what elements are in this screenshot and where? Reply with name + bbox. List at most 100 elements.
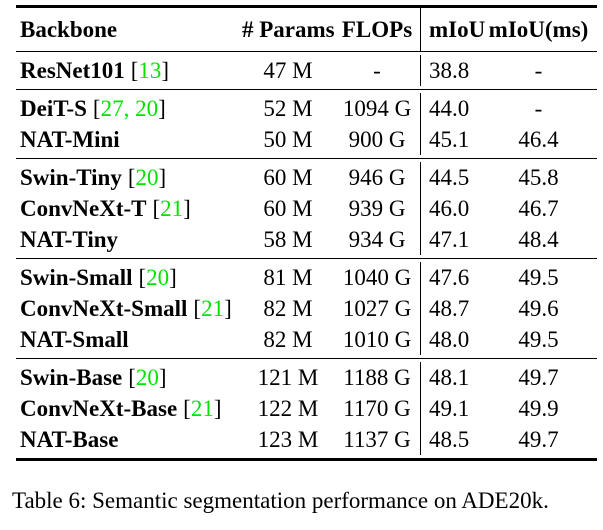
citation-link[interactable]: 20 (135, 365, 159, 390)
backbone-cell: NAT-Tiny (16, 224, 242, 255)
backbone-cell: NAT-Small (16, 324, 242, 355)
citation-link[interactable]: 21 (201, 296, 225, 321)
backbone-cell: Swin-Base [20] (16, 362, 242, 393)
flops-cell: 900 G (348, 127, 406, 152)
table-group: Swin-Base [20] 121 M 1188 G 48.1 49.7 Con… (16, 359, 597, 458)
cite-bracket-open: [ (138, 265, 147, 290)
cite-bracket-open: [ (127, 165, 136, 190)
table-row: DeiT-S [27, 20] 52 M 1094 G 44.0 - (16, 93, 597, 124)
backbone-cell: ResNet101 [13] (16, 55, 242, 86)
backbone-name: NAT-Mini (20, 127, 120, 152)
backbone-name: ConvNeXt-Small (20, 296, 188, 321)
miou-cell: 48.7 (420, 293, 480, 324)
backbone-name: NAT-Base (20, 427, 119, 452)
backbone-name: DeiT-S (20, 96, 87, 121)
params-cell: 50 M (263, 127, 313, 152)
miou-ms-cell: 46.7 (518, 196, 559, 221)
miou-ms-cell: 49.7 (518, 427, 559, 452)
citation-link[interactable]: 20 (146, 265, 170, 290)
params-cell: 81 M (263, 265, 313, 290)
backbone-name: ResNet101 (20, 58, 125, 83)
miou-cell: 47.1 (420, 224, 480, 255)
backbone-cell: ConvNeXt-Base [21] (16, 393, 242, 424)
miou-cell: 44.0 (420, 93, 480, 124)
backbone-name: ConvNeXt-Base (20, 396, 178, 421)
miou-ms-cell: - (534, 58, 543, 83)
cite-bracket-close: ] (158, 365, 167, 390)
results-table: Backbone # Params FLOPs mIoU mIoU(ms) Re… (16, 5, 597, 461)
table-row: NAT-Small 82 M 1010 G 48.0 49.5 (16, 324, 597, 355)
flops-cell: 1040 G (342, 265, 412, 290)
table-row: ConvNeXt-Base [21] 122 M 1170 G 49.1 49.9 (16, 393, 597, 424)
table-row: Swin-Small [20] 81 M 1040 G 47.6 49.5 (16, 262, 597, 293)
flops-cell: 1188 G (343, 365, 411, 390)
params-cell: 58 M (263, 227, 313, 252)
miou-ms-cell: 49.5 (518, 265, 559, 290)
cite-bracket-close: ] (158, 96, 166, 121)
header-miou-ms: mIoU(ms) (488, 17, 589, 42)
flops-cell: - (373, 58, 381, 83)
miou-cell: 49.1 (420, 393, 480, 424)
cite-bracket-close: ] (158, 165, 167, 190)
miou-cell: 47.6 (420, 262, 480, 293)
table-row: Swin-Base [20] 121 M 1188 G 48.1 49.7 (16, 362, 597, 393)
params-cell: 52 M (263, 96, 313, 121)
cite-bracket-close: ] (183, 196, 191, 221)
cite-bracket-open: [ (130, 58, 139, 83)
params-cell: 60 M (263, 196, 313, 221)
backbone-cell: ConvNeXt-Small [21] (16, 293, 242, 324)
table-caption: Table 6: Semantic segmentation performan… (12, 488, 549, 513)
miou-ms-cell: 48.4 (518, 227, 559, 252)
citation-link[interactable]: 21 (190, 396, 214, 421)
header-backbone: Backbone (20, 17, 118, 42)
backbone-cell: Swin-Tiny [20] (16, 162, 242, 193)
backbone-cell: DeiT-S [27, 20] (16, 93, 242, 124)
backbone-cell: NAT-Base (16, 424, 242, 455)
cite-bracket-open: [ (183, 396, 191, 421)
cite-bracket-close: ] (213, 396, 222, 421)
miou-ms-cell: 49.9 (518, 396, 559, 421)
cite-bracket-open: [ (92, 96, 101, 121)
cite-bracket-open: [ (128, 365, 136, 390)
header-flops: FLOPs (341, 17, 413, 42)
miou-ms-cell: 49.5 (518, 327, 559, 352)
miou-cell: 48.0 (420, 324, 480, 355)
table-header-row: Backbone # Params FLOPs mIoU mIoU(ms) (16, 8, 597, 51)
table-row: NAT-Mini 50 M 900 G 45.1 46.4 (16, 124, 597, 155)
miou-cell: 45.1 (420, 124, 480, 155)
backbone-name: NAT-Tiny (20, 227, 119, 252)
flops-cell: 934 G (348, 227, 406, 252)
table-group: ResNet101 [13] 47 M - 38.8 - (16, 52, 597, 90)
flops-cell: 1027 G (342, 296, 412, 321)
backbone-name: Swin-Base (20, 365, 123, 390)
flops-cell: 1137 G (343, 427, 411, 452)
citation-link[interactable]: 27, 20 (100, 96, 159, 121)
backbone-name: NAT-Small (20, 327, 129, 352)
table-row: NAT-Tiny 58 M 934 G 47.1 48.4 (16, 224, 597, 255)
params-cell: 122 M (257, 396, 319, 421)
miou-ms-cell: - (534, 96, 543, 121)
params-cell: 121 M (257, 365, 319, 390)
header-miou: mIoU (420, 8, 485, 51)
cite-bracket-close: ] (169, 265, 177, 290)
miou-cell: 48.1 (420, 362, 480, 393)
citation-link[interactable]: 20 (135, 165, 159, 190)
table-row: ConvNeXt-Small [21] 82 M 1027 G 48.7 49.6 (16, 293, 597, 324)
miou-cell: 44.5 (420, 162, 480, 193)
table-row: NAT-Base 123 M 1137 G 48.5 49.7 (16, 424, 597, 455)
backbone-cell: ConvNeXt-T [21] (16, 193, 242, 224)
citation-link[interactable]: 13 (138, 58, 162, 83)
table-group: Swin-Small [20] 81 M 1040 G 47.6 49.5 Con… (16, 259, 597, 359)
table-row: ResNet101 [13] 47 M - 38.8 - (16, 55, 597, 86)
flops-cell: 1094 G (342, 96, 412, 121)
table-group: Swin-Tiny [20] 60 M 946 G 44.5 45.8 ConvN… (16, 159, 597, 259)
miou-cell: 48.5 (420, 424, 480, 455)
backbone-name: Swin-Small (20, 265, 133, 290)
flops-cell: 939 G (348, 196, 406, 221)
citation-link[interactable]: 21 (160, 196, 184, 221)
backbone-cell: Swin-Small [20] (16, 262, 242, 293)
backbone-cell: NAT-Mini (16, 124, 242, 155)
backbone-name: Swin-Tiny (20, 165, 122, 190)
params-cell: 82 M (263, 296, 313, 321)
